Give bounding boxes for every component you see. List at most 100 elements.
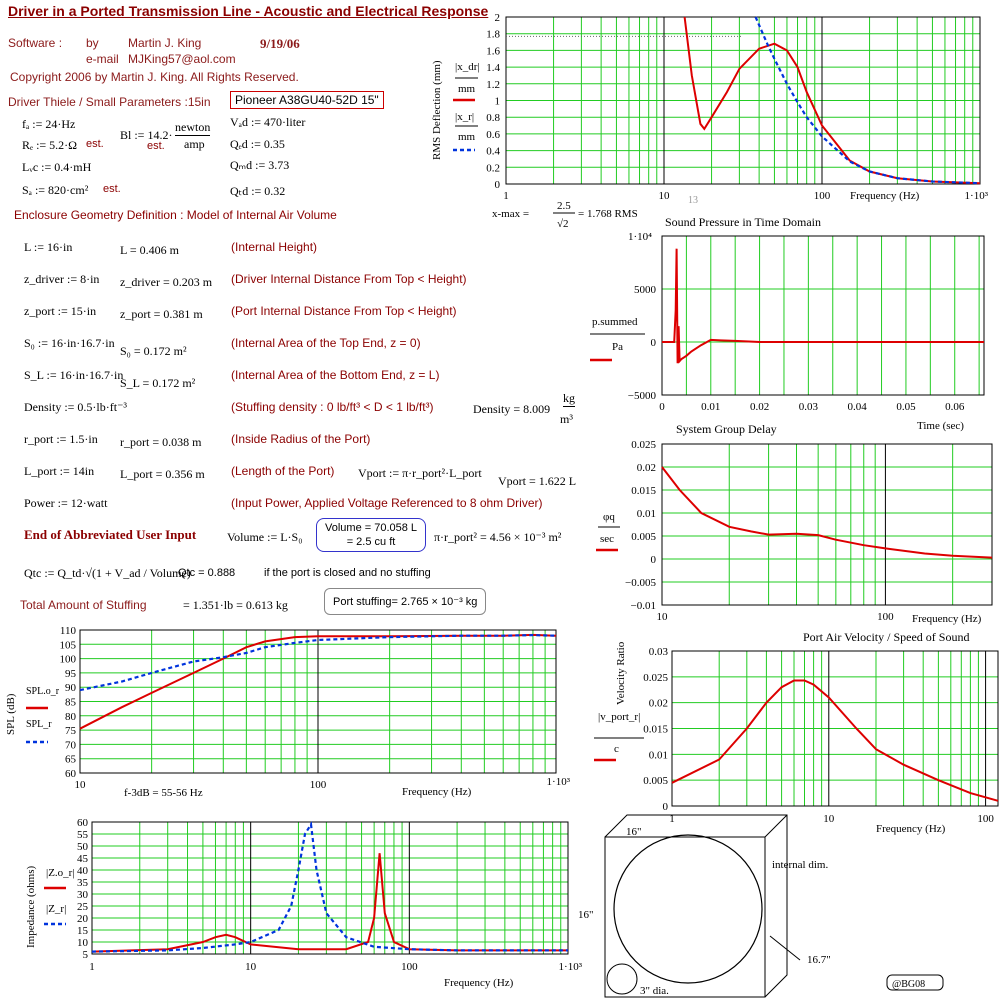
y-tick-label: 0.015 xyxy=(643,724,668,736)
deflection-curve-xr xyxy=(754,16,981,185)
geo-row-desc: (Length of the Port) xyxy=(231,464,335,478)
y-axis-label: SPL (dB) xyxy=(5,693,17,735)
y-tick-label: 5 xyxy=(83,949,89,961)
x-tick-label: 100 xyxy=(814,190,831,202)
legend-spl-open: SPL.o_r xyxy=(26,686,60,697)
volume-result-2: = 2.5 cu ft xyxy=(346,536,396,548)
y-tick-label: 110 xyxy=(60,625,77,637)
legend-phi: φq xyxy=(603,511,615,523)
y-tick-label: 2 xyxy=(495,12,501,24)
geo-row-def: z_driver := 8·in xyxy=(24,272,100,286)
by-label: by xyxy=(86,36,99,50)
geo-row-desc: (Input Power, Applied Voltage Referenced… xyxy=(231,496,543,510)
x-tick-label: 100 xyxy=(877,611,894,623)
vport-val: Vport = 1.622 L xyxy=(498,474,577,488)
port-stuffing-box: Port stuffing= 2.765 × 10⁻³ kg xyxy=(324,588,487,615)
legend-xdr: |x_dr| xyxy=(455,61,480,73)
x-tick-label: 1·10³ xyxy=(559,961,583,973)
qtc-val: Qtc = 0.888 xyxy=(178,567,236,579)
y-tick-label: −0.01 xyxy=(631,600,656,612)
param-qed: Qₑd := 0.35 xyxy=(230,137,285,151)
y-tick-label: 0 xyxy=(495,179,501,191)
param-fd: fₐ := 24·Hz xyxy=(22,117,76,131)
geo-row-def: r_port := 1.5·in xyxy=(24,432,98,446)
legend-z-open: |Z.o_r| xyxy=(46,867,75,879)
pressure-curve xyxy=(662,248,984,364)
x-tick-label: 0.04 xyxy=(848,401,868,413)
author-name: Martin J. King xyxy=(128,36,202,50)
impedance-curve-closed xyxy=(91,821,568,953)
y-tick-label: 55 xyxy=(77,829,89,841)
y-tick-label: 70 xyxy=(65,739,77,751)
driver-model-box[interactable]: Pioneer A38GU40-52D 15" xyxy=(230,91,384,109)
plot-frame xyxy=(91,821,569,955)
y-tick-label: 1.4 xyxy=(486,62,500,74)
x-tick-label: 0.01 xyxy=(701,401,720,413)
credit-box xyxy=(886,974,944,991)
x-tick-label: 0.02 xyxy=(750,401,769,413)
x-tick-label: 10 xyxy=(75,779,87,791)
y-tick-label: 1·10⁴ xyxy=(628,231,652,243)
chart-title: System Group Delay xyxy=(676,422,777,436)
density-result: Density = 8.009 xyxy=(473,402,551,416)
y-tick-label: 0.4 xyxy=(486,146,500,158)
y-axis-label: RMS Deflection (mm) xyxy=(431,60,443,160)
stuffing-label: Total Amount of Stuffing xyxy=(20,598,147,612)
grid xyxy=(661,444,993,605)
param-qmd: Qₘd := 3.73 xyxy=(230,158,290,172)
param-lvc: Lᵥc := 0.4·mH xyxy=(22,160,92,174)
geo-row-desc: (Internal Height) xyxy=(231,240,318,254)
x-tick-label: 100 xyxy=(401,961,418,973)
y-axis-label: Velocity Ratio xyxy=(615,641,627,705)
volume-result-box: Volume = 70.058 L = 2.5 cu ft xyxy=(316,518,427,552)
box-width-label: 16" xyxy=(626,826,642,838)
x-tick-label: 1 xyxy=(503,190,509,202)
y-tick-label: 0.005 xyxy=(631,531,656,543)
email-label: e-mail xyxy=(86,52,119,66)
geo-row-def: Density := 0.5·lb·ft⁻³ xyxy=(24,400,128,414)
y-tick-label: 60 xyxy=(65,768,77,780)
y-tick-label: 90 xyxy=(65,682,77,694)
legend-sec: sec xyxy=(600,533,614,545)
x-tick-label: 1 xyxy=(669,813,675,825)
driver-circle xyxy=(613,834,763,984)
y-tick-label: 80 xyxy=(65,711,77,723)
legend-c: c xyxy=(614,743,619,755)
y-tick-label: 0.03 xyxy=(649,646,669,658)
volume-result-1: Volume = 70.058 L xyxy=(325,522,418,534)
geo-row-val: S₀ = 0.172 m² xyxy=(120,344,187,358)
marker-13: 13 xyxy=(688,195,698,206)
x-tick-label: 10 xyxy=(657,611,669,623)
legend-z-closed: |Z_r| xyxy=(46,903,66,915)
y-tick-label: 0.6 xyxy=(486,129,500,141)
xmax-num: 2.5 xyxy=(557,200,571,212)
x-tick-label: 1·10³ xyxy=(965,190,989,202)
y-tick-label: 1 xyxy=(495,96,501,108)
bl-unit-den: amp xyxy=(184,137,205,151)
y-tick-label: −5000 xyxy=(628,390,657,402)
y-tick-label: 30 xyxy=(77,889,89,901)
x-tick-label: 10 xyxy=(245,961,257,973)
grid xyxy=(661,235,984,396)
box-depth-label: 16.7" xyxy=(807,954,831,966)
xmax-val: = 1.768 RMS xyxy=(578,208,638,220)
y-tick-label: 20 xyxy=(77,913,89,925)
vport-def: Vport := π·r_port²·L_port xyxy=(358,466,482,480)
x-tick-label: 0.06 xyxy=(945,401,965,413)
y-tick-label: 1.8 xyxy=(486,29,500,41)
qtc-note: if the port is closed and no stuffing xyxy=(264,567,431,579)
param-sd: Sₐ := 820·cm² xyxy=(22,183,89,197)
y-tick-label: 0 xyxy=(651,337,657,349)
velocity-curve xyxy=(671,679,999,802)
density-unit-num: kg xyxy=(563,391,575,407)
y-tick-label: 60 xyxy=(77,817,89,829)
x-axis-label: Time (sec) xyxy=(917,420,964,432)
param-vad: Vₐd := 470·liter xyxy=(230,115,306,129)
y-tick-label: 65 xyxy=(65,754,77,766)
x-tick-label: 0.05 xyxy=(896,401,916,413)
sd-est: est. xyxy=(103,183,121,195)
bl-unit-num: newton xyxy=(175,120,211,136)
email-address[interactable]: MJKing57@aol.com xyxy=(128,52,236,66)
chart-title: Sound Pressure in Time Domain xyxy=(665,215,821,229)
geo-row-def: L_port := 14in xyxy=(24,464,95,478)
